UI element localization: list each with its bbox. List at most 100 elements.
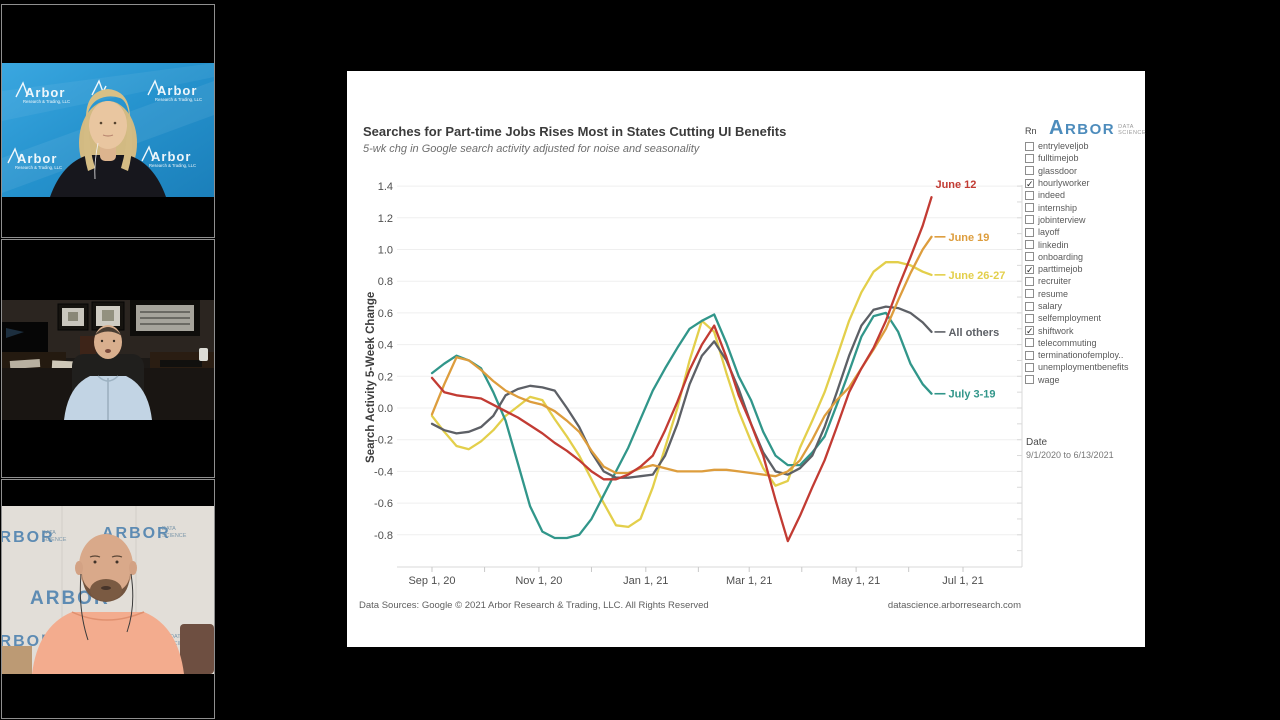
checkbox-unchecked[interactable] bbox=[1025, 203, 1034, 213]
series-end-label: June 26-27 bbox=[948, 270, 1005, 282]
checkbox-unchecked[interactable] bbox=[1025, 215, 1034, 225]
speaker-2-avatar bbox=[64, 325, 152, 420]
svg-text:Research & Trading, LLC: Research & Trading, LLC bbox=[155, 97, 202, 102]
arbor-datascience-logo: ARBOR DATA SCIENCE bbox=[1049, 117, 1147, 139]
filter-item-resume[interactable]: resume bbox=[1025, 288, 1145, 300]
checkbox-unchecked[interactable] bbox=[1025, 362, 1034, 372]
checkbox-unchecked[interactable] bbox=[1025, 153, 1034, 163]
video-tile-2[interactable] bbox=[1, 239, 215, 478]
y-tick-label: 1.4 bbox=[378, 181, 393, 193]
svg-text:Research & Trading, LLC: Research & Trading, LLC bbox=[149, 163, 196, 168]
checkbox-checked[interactable]: ✓ bbox=[1025, 326, 1034, 337]
checkbox-unchecked[interactable] bbox=[1025, 375, 1034, 385]
y-tick-label: 0.8 bbox=[378, 276, 393, 288]
filter-item-label: parttimejob bbox=[1038, 264, 1083, 275]
checkbox-unchecked[interactable] bbox=[1025, 289, 1034, 299]
series-end-label: June 19 bbox=[948, 232, 989, 244]
checkbox-checked[interactable]: ✓ bbox=[1025, 264, 1034, 275]
filter-item-label: wage bbox=[1038, 374, 1060, 385]
y-tick-label: -0.6 bbox=[374, 498, 393, 510]
series-line-june-12[interactable] bbox=[430, 196, 933, 543]
checkbox-unchecked[interactable] bbox=[1025, 313, 1034, 323]
filter-item-glassdoor[interactable]: glassdoor bbox=[1025, 165, 1145, 177]
checkbox-unchecked[interactable] bbox=[1025, 240, 1034, 250]
filter-item-label: linkedin bbox=[1038, 239, 1069, 250]
side-chair bbox=[2, 646, 32, 674]
x-tick-label: Mar 1, 21 bbox=[726, 575, 772, 587]
checkbox-unchecked[interactable] bbox=[1025, 141, 1034, 151]
filter-item-label: layoff bbox=[1038, 227, 1060, 238]
filter-panel-header: Rn bbox=[1025, 126, 1037, 136]
y-tick-label: 1.2 bbox=[378, 213, 393, 225]
video-tile-3[interactable]: ARBOR ARBOR DATA SCIENCE DATA SCIENCE AR… bbox=[1, 479, 215, 719]
svg-text:Arbor: Arbor bbox=[151, 149, 191, 164]
filter-item-parttimejob[interactable]: ✓ parttimejob bbox=[1025, 263, 1145, 275]
checkbox-unchecked[interactable] bbox=[1025, 301, 1034, 311]
website-link[interactable]: datascience.arborresearch.com bbox=[887, 600, 1021, 611]
y-tick-label: 0.4 bbox=[378, 340, 393, 352]
video-tile-1[interactable]: Arbor Research & Trading, LLC Arbor Rese… bbox=[1, 4, 215, 238]
checkbox-unchecked[interactable] bbox=[1025, 190, 1034, 200]
earbud-wire bbox=[79, 573, 89, 641]
filter-item-label: unemploymentbenefits bbox=[1038, 362, 1129, 373]
series-line-june-19[interactable] bbox=[430, 235, 933, 478]
x-tick-label: Jul 1, 21 bbox=[942, 575, 984, 587]
filter-item-salary[interactable]: salary bbox=[1025, 300, 1145, 312]
filter-item-onboarding[interactable]: onboarding bbox=[1025, 251, 1145, 263]
svg-text:DATA: DATA bbox=[162, 526, 176, 532]
x-tick-label: Jan 1, 21 bbox=[623, 575, 668, 587]
svg-text:SCIENCE: SCIENCE bbox=[42, 537, 67, 543]
filter-item-shiftwork[interactable]: ✓ shiftwork bbox=[1025, 324, 1145, 336]
speaker-3-video: ARBOR ARBOR DATA SCIENCE DATA SCIENCE AR… bbox=[2, 506, 214, 674]
y-axis-title: Search Activity 5-Week Change bbox=[365, 291, 377, 463]
chart-subtitle: 5-wk chg in Google search activity adjus… bbox=[363, 143, 700, 155]
filter-item-indeed[interactable]: indeed bbox=[1025, 189, 1145, 201]
filter-item-internship[interactable]: internship bbox=[1025, 201, 1145, 213]
y-tick-label: -0.2 bbox=[374, 435, 393, 447]
filter-item-selfemployment[interactable]: selfemployment bbox=[1025, 312, 1145, 324]
tv-screen bbox=[2, 322, 48, 352]
series-line-july-3-19[interactable] bbox=[430, 311, 933, 540]
filter-item-label: indeed bbox=[1038, 190, 1066, 201]
filter-item-label: hourlyworker bbox=[1038, 178, 1090, 189]
filter-item-unemploymentbenefits[interactable]: unemploymentbenefits bbox=[1025, 361, 1145, 373]
series-end-label: June 12 bbox=[935, 179, 976, 191]
speaker-2-video bbox=[2, 300, 214, 420]
y-tick-label: -0.8 bbox=[374, 530, 393, 542]
filter-item-recruiter[interactable]: recruiter bbox=[1025, 275, 1145, 287]
y-tick-label: 1.0 bbox=[378, 245, 393, 257]
filter-item-label: shiftwork bbox=[1038, 325, 1074, 336]
series-line-all-others[interactable] bbox=[430, 305, 933, 479]
y-tick-label: 0.0 bbox=[378, 403, 393, 415]
filter-item-entryleveljob[interactable]: entryleveljob bbox=[1025, 140, 1145, 152]
x-tick-label: Nov 1, 20 bbox=[515, 575, 562, 587]
svg-text:ARBOR: ARBOR bbox=[2, 529, 55, 546]
checkbox-unchecked[interactable] bbox=[1025, 252, 1034, 262]
series-end-label: July 3-19 bbox=[948, 389, 995, 401]
keyword-filter-list: entryleveljob fulltimejob glassdoor ✓ hourly… bbox=[1025, 140, 1145, 386]
filter-item-layoff[interactable]: layoff bbox=[1025, 226, 1145, 238]
checkbox-unchecked[interactable] bbox=[1025, 227, 1034, 237]
svg-text:Arbor: Arbor bbox=[25, 85, 65, 100]
checkbox-unchecked[interactable] bbox=[1025, 276, 1034, 286]
checkbox-unchecked[interactable] bbox=[1025, 166, 1034, 176]
filter-item-terminationofemploy[interactable]: terminationofemploy.. bbox=[1025, 349, 1145, 361]
filter-item-telecommuting[interactable]: telecommuting bbox=[1025, 337, 1145, 349]
date-filter-label: Date bbox=[1026, 437, 1048, 448]
arbor-backdrop-logos: Arbor Research & Trading, LLC Arbor Rese… bbox=[7, 79, 202, 170]
svg-text:Research & Trading, LLC: Research & Trading, LLC bbox=[23, 99, 70, 104]
checkbox-checked[interactable]: ✓ bbox=[1025, 178, 1034, 189]
checkbox-unchecked[interactable] bbox=[1025, 338, 1034, 348]
filter-item-wage[interactable]: wage bbox=[1025, 374, 1145, 386]
filter-item-label: onboarding bbox=[1038, 251, 1084, 262]
chart-svg[interactable]: 1.4 1.2 1.0 0.8 0.6 0.4 0.2 0.0 -0.2 -0.4 -0.6 -0.8… bbox=[355, 171, 1027, 595]
filter-item-jobinterview[interactable]: jobinterview bbox=[1025, 214, 1145, 226]
speaker-2-scene bbox=[2, 300, 214, 420]
filter-item-hourlyworker[interactable]: ✓ hourlyworker bbox=[1025, 177, 1145, 189]
filter-item-linkedin[interactable]: linkedin bbox=[1025, 238, 1145, 250]
svg-text:DATA: DATA bbox=[42, 530, 56, 536]
filter-item-fulltimejob[interactable]: fulltimejob bbox=[1025, 152, 1145, 164]
checkbox-unchecked[interactable] bbox=[1025, 350, 1034, 360]
chart-area[interactable]: 1.4 1.2 1.0 0.8 0.6 0.4 0.2 0.0 -0.2 -0.4 -0.6 -0.8… bbox=[355, 171, 1027, 595]
x-tick-label: Sep 1, 20 bbox=[408, 575, 455, 587]
